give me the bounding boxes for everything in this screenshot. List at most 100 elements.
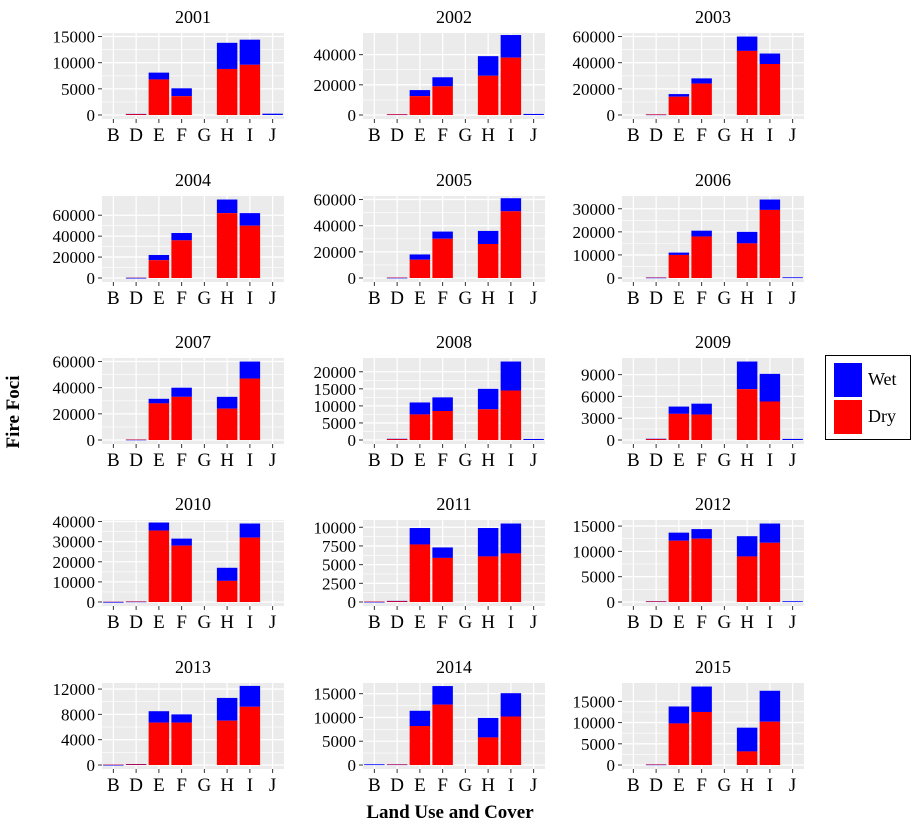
x-tick-label: F [696, 125, 707, 146]
x-tick-label: E [153, 288, 165, 309]
bar-wet-F [432, 547, 453, 558]
y-tick-label: 20000 [314, 363, 357, 382]
y-tick-label: 5000 [581, 735, 615, 754]
bar-wet-F [432, 397, 453, 412]
x-tick-label: H [220, 775, 234, 796]
bar-wet-H [477, 717, 499, 738]
bar-dry-D [125, 764, 147, 765]
legend: Wet Dry [825, 355, 911, 440]
x-tick-label: E [414, 125, 426, 146]
x-tick-label: B [107, 612, 120, 633]
bar-wet-E [148, 254, 170, 261]
y-tick-label: 10000 [314, 708, 357, 727]
x-tick-label: E [673, 288, 685, 309]
x-tick-label: H [220, 288, 234, 309]
y-tick-label: 20000 [314, 76, 357, 95]
bar-wet-F [691, 403, 712, 415]
x-tick-label: J [269, 450, 276, 471]
bar-dry-F [691, 414, 712, 440]
bar-wet-E [668, 94, 690, 97]
x-tick-label: B [368, 775, 381, 796]
bar-dry-I [759, 721, 781, 765]
bar-dry-F [171, 396, 192, 440]
bar-wet-I [759, 53, 781, 64]
x-tick-label: E [153, 775, 165, 796]
bar-dry-D [645, 439, 667, 440]
bar-dry-F [691, 83, 712, 115]
bar-wet-B [364, 764, 385, 766]
x-tick-label: F [696, 450, 707, 471]
panel-title: 2014 [436, 657, 472, 677]
x-tick-label: J [269, 288, 276, 309]
bar-dry-I [759, 209, 781, 278]
x-tick-label: B [107, 288, 120, 309]
panel-title: 2004 [175, 170, 211, 190]
bar-wet-B [364, 601, 385, 603]
bar-wet-H [216, 697, 238, 721]
y-tick-label: 20000 [573, 223, 616, 242]
panel-2001: 0 5000 10000 15000 B D E F G H I J 2001 [53, 7, 284, 146]
x-tick-label: G [459, 612, 473, 633]
bar-wet-E [148, 398, 170, 404]
bar-dry-I [759, 542, 781, 602]
x-tick-label: I [508, 288, 514, 309]
bar-dry-E [668, 254, 690, 278]
y-tick-label: 0 [87, 756, 96, 775]
y-tick-label: 10000 [314, 397, 357, 416]
x-tick-label: E [414, 612, 426, 633]
x-tick-label: D [129, 125, 143, 146]
bar-wet-I [500, 35, 522, 58]
y-tick-label: 60000 [53, 206, 96, 225]
bar-wet-E [668, 532, 690, 541]
bar-dry-E [148, 530, 170, 602]
panel-2003: 0 20000 40000 60000 B D E F G H I J 2003 [573, 7, 804, 146]
bar-dry-H [216, 408, 238, 440]
bar-dry-I [500, 57, 522, 115]
panel-title: 2006 [695, 170, 731, 190]
x-tick-label: G [718, 775, 732, 796]
bar-dry-E [148, 79, 170, 115]
bar-wet-F [171, 387, 192, 397]
bar-dry-I [239, 64, 261, 115]
bar-wet-F [432, 77, 453, 87]
x-tick-label: E [414, 450, 426, 471]
y-tick-label: 0 [87, 431, 96, 450]
x-tick-label: D [129, 288, 143, 309]
y-tick-label: 0 [607, 269, 616, 288]
panel-title: 2015 [695, 657, 731, 677]
x-tick-label: E [414, 775, 426, 796]
x-tick-label: G [718, 288, 732, 309]
bar-dry-H [736, 556, 758, 602]
bar-dry-H [736, 751, 758, 765]
x-tick-label: G [459, 450, 473, 471]
x-tick-label: F [696, 775, 707, 796]
bar-dry-I [500, 553, 522, 602]
x-tick-label: G [198, 125, 212, 146]
x-tick-label: J [789, 612, 796, 633]
x-tick-label: D [129, 612, 143, 633]
y-tick-label: 0 [348, 431, 357, 450]
x-tick-label: B [107, 450, 120, 471]
x-tick-label: B [107, 125, 120, 146]
bar-wet-F [432, 686, 453, 705]
x-tick-label: B [368, 288, 381, 309]
x-tick-label: F [437, 450, 448, 471]
y-tick-label: 0 [348, 106, 357, 125]
bar-wet-F [171, 88, 192, 97]
x-tick-label: H [220, 450, 234, 471]
y-tick-label: 20000 [314, 243, 357, 262]
y-tick-label: 60000 [53, 353, 96, 372]
bar-wet-J [782, 277, 803, 279]
x-tick-label: I [767, 450, 773, 471]
y-tick-label: 60000 [573, 28, 616, 47]
bar-wet-E [148, 72, 170, 80]
y-tick-label: 20000 [53, 405, 96, 424]
x-tick-label: F [176, 612, 187, 633]
y-tick-label: 15000 [53, 28, 96, 47]
x-tick-label: G [718, 125, 732, 146]
y-tick-label: 40000 [314, 46, 357, 65]
y-tick-label: 0 [87, 106, 96, 125]
y-tick-label: 10000 [53, 54, 96, 73]
